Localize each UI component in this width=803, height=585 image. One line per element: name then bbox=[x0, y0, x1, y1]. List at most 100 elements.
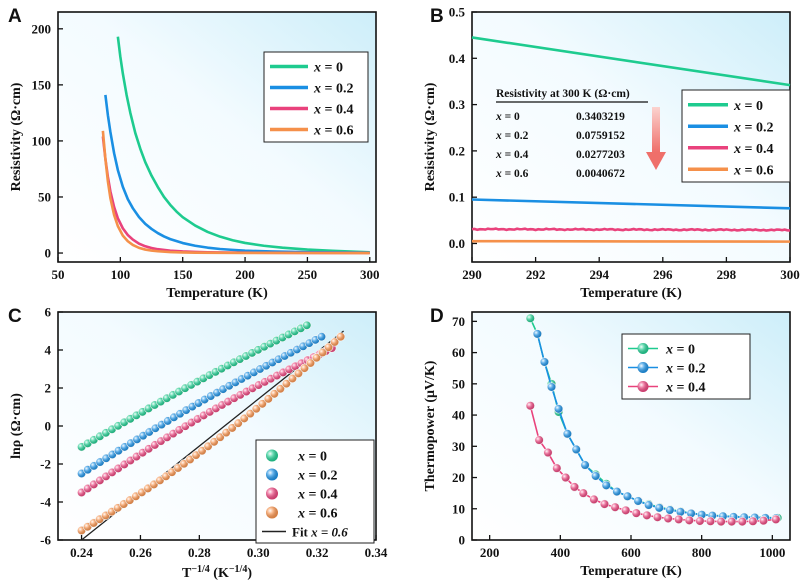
y-tick-label: 0 bbox=[459, 533, 466, 548]
x-tick-label: 300 bbox=[360, 267, 380, 282]
y-tick-label: -6 bbox=[40, 533, 51, 548]
data-point-shine bbox=[215, 433, 225, 442]
y-tick-label: 0.2 bbox=[449, 143, 465, 158]
legend-entry: x = 0 bbox=[733, 99, 763, 114]
table-row-x: x = 0 bbox=[495, 111, 520, 123]
data-point-shine bbox=[221, 428, 231, 437]
y-tick-label: -2 bbox=[40, 457, 51, 472]
data-point-shine bbox=[676, 507, 685, 517]
legend-fit-prefix: Fit bbox=[292, 525, 311, 540]
y-tick-label: 200 bbox=[32, 21, 52, 36]
panel-D: 200 400 600 800 1000 0 10 20 30 40 50 60 70 D Thermopo… bbox=[423, 306, 791, 579]
data-point-shine bbox=[579, 488, 588, 498]
x-tick-label: 0.26 bbox=[129, 545, 152, 560]
x-tick-label: 200 bbox=[480, 545, 500, 560]
x-tick-label: 150 bbox=[173, 267, 193, 282]
data-point-shine bbox=[270, 389, 279, 398]
data-point-shine bbox=[610, 502, 620, 512]
legend-entry: x = 0 bbox=[313, 61, 343, 76]
x-axis-label: Temperature (K) bbox=[580, 286, 682, 301]
data-point-shine bbox=[330, 337, 339, 347]
y-axis-label: lnρ (Ω·cm) bbox=[9, 393, 24, 459]
data-point-shine bbox=[665, 505, 675, 515]
data-point-shine bbox=[685, 516, 694, 525]
series-line bbox=[116, 36, 370, 254]
x-tick-label: 200 bbox=[235, 267, 255, 282]
y-tick-label: 0.3 bbox=[449, 97, 466, 112]
data-point-shine bbox=[738, 517, 747, 526]
x-tick-label: 0.24 bbox=[70, 545, 93, 560]
plot-frame bbox=[471, 311, 791, 541]
legend-entry: x = 0.4 bbox=[733, 142, 773, 157]
y-tick-label: 0 bbox=[45, 419, 52, 434]
series-line bbox=[471, 227, 791, 232]
panel-label: A bbox=[8, 6, 22, 27]
data-point-shine bbox=[663, 514, 673, 523]
x-tick-label: 1000 bbox=[759, 545, 785, 560]
data-point-shine bbox=[642, 511, 652, 520]
data-point-shine bbox=[264, 394, 273, 404]
data-point-shine bbox=[580, 460, 590, 470]
data-point-shine bbox=[534, 435, 544, 445]
x-axis-label-part: −1/4 bbox=[229, 564, 247, 575]
data-point-shine bbox=[324, 343, 333, 352]
legend-entry: x = 0.2 bbox=[733, 120, 773, 135]
table-row-x: x = 0.2 bbox=[495, 130, 529, 142]
x-tick-label: 0.28 bbox=[188, 545, 211, 560]
x-axis-label: T−1/4 (K−1/4) bbox=[182, 564, 252, 582]
legend-entry: x = 0 bbox=[297, 450, 327, 465]
data-point-shine bbox=[748, 516, 758, 526]
x-tick-label: 296 bbox=[653, 267, 673, 282]
legend-entry: x = 0.4 bbox=[313, 103, 353, 118]
data-point-shine bbox=[653, 512, 662, 522]
legend-fit-entry: Fit x = 0.6 bbox=[292, 525, 348, 540]
table-row-x: x = 0.6 bbox=[495, 168, 529, 180]
legend-entry: x = 0.6 bbox=[733, 163, 773, 178]
data-point-shine bbox=[591, 471, 600, 481]
x-axis-label-part: −1/4 bbox=[191, 564, 209, 575]
x-tick-label: 294 bbox=[589, 267, 609, 282]
data-point-shine bbox=[759, 516, 768, 525]
down-arrow-shaft bbox=[652, 107, 660, 152]
data-point-shine bbox=[632, 508, 641, 518]
x-tick-label: 0.32 bbox=[306, 545, 329, 560]
data-point-shine bbox=[318, 348, 327, 357]
table-row-value: 0.0759152 bbox=[576, 130, 625, 142]
data-point-shine bbox=[197, 446, 207, 455]
y-tick-label: 100 bbox=[32, 133, 52, 148]
legend-entry: x = 0.2 bbox=[297, 469, 337, 484]
panel-B: 290 292 294 296 298 300 0.0 0.1 0.2 0.3 0.4 0.5 B Res… bbox=[423, 5, 800, 302]
panel-A: 50 100 150 200 250 300050100150200AResistivit… bbox=[8, 6, 380, 301]
data-point-shine bbox=[526, 401, 535, 410]
legend-marker-shine bbox=[266, 468, 278, 481]
data-point-shine bbox=[209, 437, 219, 446]
table-title: Resistivity at 300 K (Ω·cm) bbox=[496, 88, 630, 100]
y-tick-label: 40 bbox=[452, 408, 465, 423]
data-point-shine bbox=[716, 517, 726, 526]
series-line bbox=[104, 94, 370, 254]
legend-entry: x = 0.6 bbox=[297, 507, 337, 522]
data-point-shine bbox=[695, 516, 705, 526]
data-point-shine bbox=[654, 503, 664, 513]
y-tick-label: 10 bbox=[452, 501, 465, 516]
data-point-shine bbox=[276, 384, 285, 393]
data-point-shine bbox=[302, 321, 312, 330]
series-line bbox=[101, 130, 370, 255]
data-point-shine bbox=[686, 509, 696, 518]
data-point-shine bbox=[674, 515, 683, 524]
y-tick-label: 50 bbox=[38, 189, 51, 204]
legend-entry: x = 0.6 bbox=[313, 124, 353, 139]
y-tick-label: 70 bbox=[452, 314, 465, 329]
legend-entry: x = 0.2 bbox=[665, 362, 705, 377]
x-axis-label-part: T bbox=[182, 566, 192, 581]
data-point-shine bbox=[727, 517, 736, 526]
data-point-shine bbox=[571, 445, 581, 454]
data-point-shine bbox=[570, 482, 579, 492]
x-tick-label: 0.34 bbox=[365, 545, 388, 560]
y-tick-label: 0.1 bbox=[449, 190, 465, 205]
data-point-shine bbox=[234, 419, 243, 428]
legend-entry: x = 0 bbox=[665, 343, 695, 358]
y-axis-label: Resistivity (Ω·cm) bbox=[9, 82, 24, 191]
y-tick-label: 4 bbox=[45, 343, 52, 358]
